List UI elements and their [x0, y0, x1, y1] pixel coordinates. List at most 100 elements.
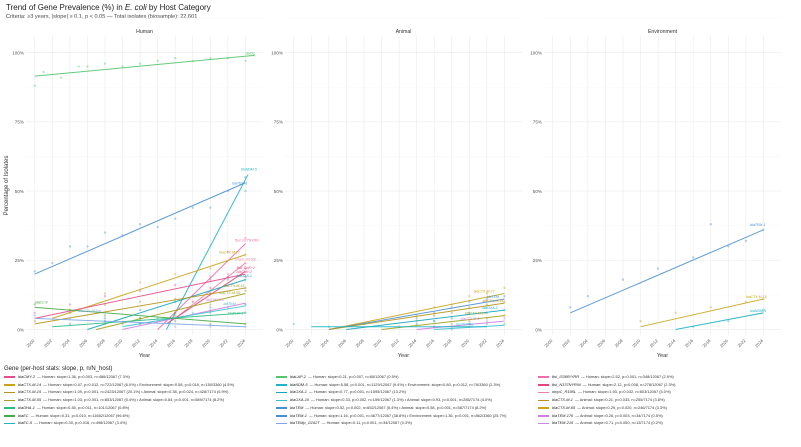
data-point — [138, 62, 142, 65]
legend-key — [276, 414, 287, 417]
y-tick-label: 50% — [533, 189, 542, 194]
data-point — [485, 322, 489, 326]
trend-line — [328, 292, 505, 330]
legend-key — [538, 391, 549, 394]
x-tick-label: 2022 — [477, 338, 488, 349]
trend-line — [416, 320, 505, 330]
legend-key — [276, 391, 287, 394]
series-label: blaDHA-1 — [228, 312, 243, 316]
trend-line — [34, 317, 246, 328]
series-label: blaCMY-2-2 — [206, 298, 224, 302]
series-label: blaCTX-M-15 — [483, 299, 504, 303]
legend-key — [4, 384, 15, 386]
data-point — [244, 275, 247, 279]
legend-gene: blaCTX-M-15 — [18, 389, 42, 395]
data-point — [503, 308, 506, 312]
trend-line — [34, 54, 255, 77]
data-point — [191, 206, 194, 209]
y-tick-label: 75% — [15, 120, 24, 125]
series-blaNDM-5: blaNDM-5 — [166, 168, 257, 330]
data-point — [209, 306, 212, 309]
data-point — [174, 311, 177, 315]
data-point — [226, 272, 230, 276]
series-label: blaCTX-M-1bp — [79, 309, 102, 313]
series-blaCTX-M-15: blaCTX-M-15 — [639, 295, 767, 328]
x-tick-label: 2000 — [543, 338, 554, 349]
data-point — [433, 314, 436, 317]
series-label: fbsl_N27NYRN — [235, 238, 259, 242]
legend-key — [4, 414, 15, 417]
series-blaCTX-M-55: blaCTX-M-55 — [96, 289, 247, 330]
x-tick-label: 2004 — [60, 338, 71, 349]
data-point — [727, 245, 730, 248]
trend-line — [640, 298, 764, 328]
data-point — [121, 322, 124, 326]
data-point — [656, 267, 660, 270]
legend-item: blaOXA-10— Human: slope=0.33, p=0.002, n… — [276, 397, 538, 403]
legend-stats: — Human: slope=0.33, p=0.002, n=159/1206… — [311, 397, 492, 403]
data-point — [226, 306, 230, 309]
series-label: fbsl_D4E+2 — [237, 266, 255, 270]
legend-key — [276, 384, 287, 386]
chart-title: Trend of Gene Prevalence (%) in E. coli … — [6, 3, 211, 12]
legend-gene: ompC_R195L — [552, 389, 577, 395]
series-label: blaCTX-M-1 — [461, 317, 480, 321]
data-point — [174, 283, 177, 287]
y-tick-label: 75% — [274, 120, 283, 125]
legend-item: ompC_R195L — Human: slope=1.93, p=0.032, … — [538, 389, 798, 395]
legend-stats: — Animal: slope=0.71, p=0.050, n=13/7174… — [575, 420, 663, 426]
y-tick-label: 50% — [15, 189, 24, 194]
x-tick-label: 2022 — [736, 338, 747, 349]
data-point — [433, 319, 436, 323]
data-point — [692, 256, 695, 259]
trend-line — [34, 273, 246, 319]
data-point — [156, 59, 159, 63]
y-tick-label: 25% — [15, 258, 24, 263]
data-point — [103, 231, 107, 234]
data-point — [174, 272, 177, 276]
x-tick-label: 2018 — [183, 338, 194, 349]
data-point — [33, 311, 36, 315]
legend-key — [538, 407, 549, 409]
trend-line — [34, 287, 246, 325]
legend-stats: — Animal: slope=0.21, p=0.033, n=255/717… — [574, 397, 665, 403]
trend-line — [34, 182, 246, 275]
data-point — [138, 289, 142, 292]
chart-subtitle: Criteria: ≥3 years, |slope| ≥ 0.1, p < 0… — [6, 14, 198, 20]
series-blaNDM-5: blaNDM-5 — [675, 309, 766, 330]
legend-gene: blaOXA-1 — [290, 389, 307, 395]
series-label: ompC_R195L — [235, 258, 257, 262]
legend-item: blaCTX-M-14— Human: slope=0.47, p=0.012,… — [4, 382, 276, 388]
data-point — [485, 303, 489, 306]
series-label: blaOXA-1 — [483, 306, 498, 310]
data-point — [503, 300, 506, 303]
data-point — [292, 322, 295, 326]
legend-gene: blaEC — [18, 412, 29, 418]
legend-stats: — Animal: slope=0.26, p=0.003, n=34/7174… — [575, 412, 663, 418]
legend-stats: — Human: slope=0.30, p=0.016, n=498/1206… — [34, 420, 127, 426]
legend-item: blaOXA-1— Human: slope=0.77, p=0.001, n=… — [276, 389, 538, 395]
legend-item: blaEC — Human: slope=0.31, p=0.010, n=116… — [4, 413, 276, 419]
legend-key — [538, 376, 549, 378]
data-point — [138, 300, 142, 303]
series-blaCTX-M-14: blaCTX-M-15 — [33, 284, 247, 325]
x-tick-label: 2010 — [113, 338, 124, 349]
data-point — [450, 322, 453, 326]
panel-environment: 0% 25% 50% 75% 100% 2000 2002 2004 2006 2008 2010 2… — [530, 17, 781, 359]
data-point — [103, 303, 107, 306]
data-point — [362, 322, 366, 326]
x-tick-label: 2000 — [25, 338, 36, 349]
data-point — [209, 325, 212, 328]
data-point — [174, 311, 177, 315]
legend-gene: blaLAP-2 — [290, 374, 307, 379]
data-point — [68, 311, 72, 315]
x-tick-label: 2012 — [390, 338, 401, 349]
data-point — [191, 300, 194, 303]
data-point — [33, 270, 36, 273]
data-point — [468, 319, 471, 323]
legend-key — [276, 376, 287, 378]
legend-gene: blaTEM-176 — [552, 412, 574, 418]
panel-animal: 0% 25% 50% 75% 100% 2000 2002 2004 2006 2008 2010 2… — [271, 17, 522, 359]
data-point — [226, 278, 230, 281]
legend-gene: blaCTX-M-1 — [552, 397, 573, 403]
